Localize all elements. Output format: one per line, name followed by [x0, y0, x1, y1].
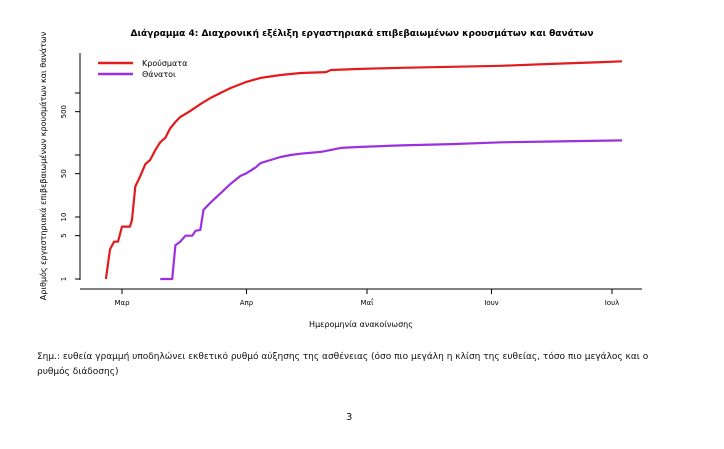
chart-note: Σημ.: ευθεία γραμμή υποδηλώνει εκθετικό … [37, 352, 649, 377]
y-tick-label: 1 [60, 277, 68, 281]
y-tick-label: 50 [60, 169, 68, 178]
x-tick-label: Μαΐ [360, 298, 374, 307]
legend-label-deaths: Θάνατοι [142, 70, 176, 79]
legend-label-cases: Κρούσματα [142, 58, 187, 68]
page-number: 3 [346, 412, 353, 423]
x-tick-label: Μαρ [114, 299, 130, 307]
x-tick-label: Ιουν [484, 299, 498, 307]
series-line-cases [104, 60, 623, 280]
y-tick-label: 500 [60, 105, 68, 118]
legend: Κρούσματα Θάνατοι [98, 58, 187, 79]
chart-title: Διάγραμμα 4: Διαχρονική εξέλιξη εργαστηρ… [130, 28, 593, 39]
y-axis-label: Αριθμός εργαστηριακά επιβεβαιωμένων κρου… [38, 31, 48, 300]
x-tick-label: Απρ [240, 299, 254, 307]
x-tick-label: Ιουλ [605, 299, 620, 307]
y-tick-label: 10 [60, 213, 68, 222]
x-axis-label: Ημερομηνία ανακοίνωσης [309, 320, 413, 329]
y-tick-label: 5 [60, 233, 68, 237]
series-line-deaths [160, 139, 623, 281]
